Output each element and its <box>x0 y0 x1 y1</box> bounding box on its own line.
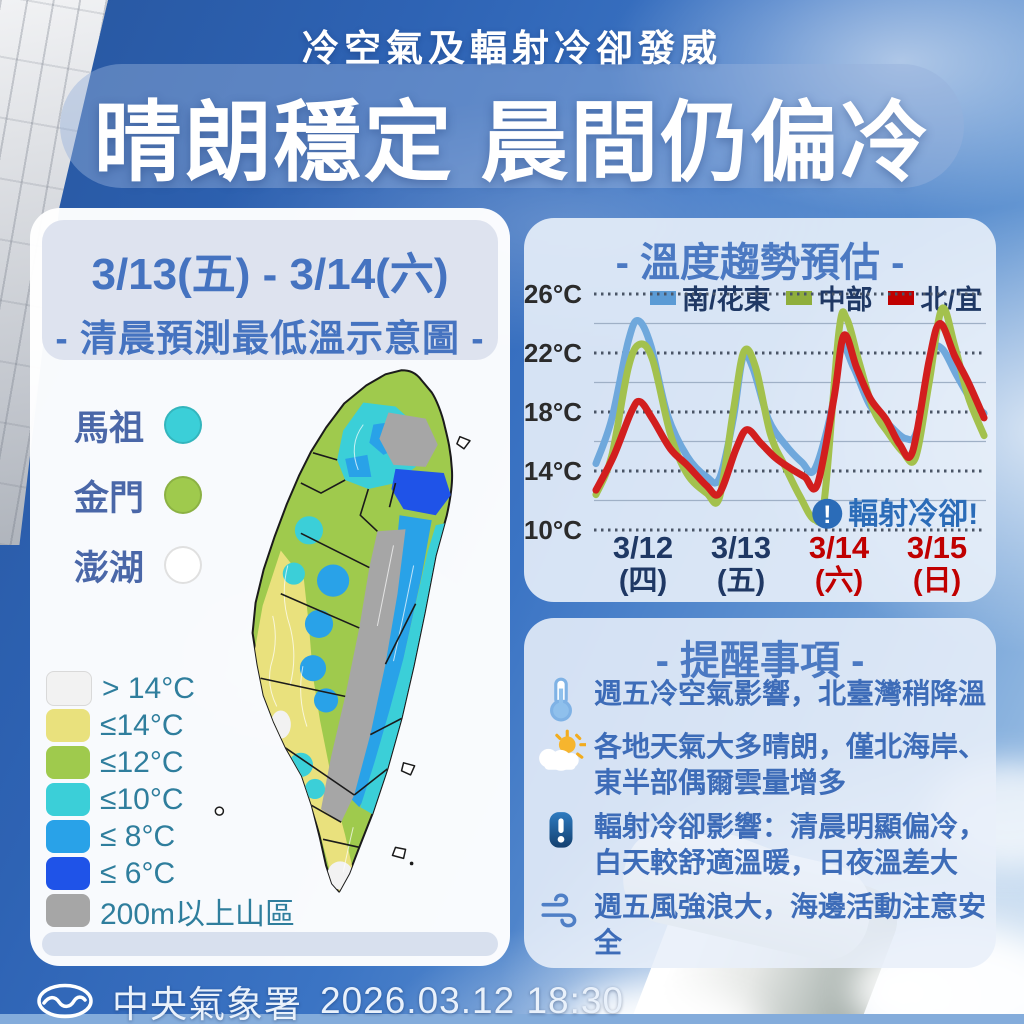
reminders-title: - 提醒事項 - <box>655 639 865 683</box>
legend-label: ≤ 6°C <box>100 856 176 890</box>
header-kicker: 冷空氣及輻射冷卻發威 <box>302 28 722 69</box>
offshore-islands-legend: 馬祖 金門 澎湖 <box>74 390 202 600</box>
legend-row: > 14°C <box>46 670 295 707</box>
map-panel-header: 3/13(五) - 3/14(六) - 清晨預測最低溫示意圖 - <box>42 220 498 360</box>
legend-row: 200m以上山區 <box>46 892 295 931</box>
list-item: 各地天氣大多晴朗，僅北海岸、東半部偶爾雲量增多 <box>536 729 986 802</box>
legend-row: ≤ 8°C <box>46 818 295 855</box>
island-row-matsu: 馬祖 <box>74 390 202 460</box>
svg-text:(日): (日) <box>913 565 961 597</box>
legend-label: ≤ 8°C <box>100 819 176 853</box>
svg-text:14°C: 14°C <box>524 456 582 486</box>
chart-legend-item: 南/花東 <box>649 278 771 317</box>
reminder-text: 各地天氣大多晴朗，僅北海岸、東半部偶爾雲量增多 <box>594 731 987 799</box>
island-label: 金門 <box>74 478 145 518</box>
svg-text:3/14: 3/14 <box>809 530 870 565</box>
chart-legend-item: 北/宜 <box>888 278 982 317</box>
legend-label: ≤10°C <box>100 782 184 816</box>
map-date-range: 3/13(五) - 3/14(六) <box>91 250 449 299</box>
legend-label: ≤12°C <box>100 745 184 779</box>
list-item: 週五冷空氣影響，北臺灣稍降溫 <box>536 676 986 722</box>
taiwan-temperature-map <box>214 369 471 893</box>
legend-swatch <box>46 857 90 890</box>
legend-swatch <box>46 783 90 816</box>
legend-row: ≤12°C <box>46 744 295 781</box>
temp-trend-panel: - 溫度趨勢預估 - 南/花東 中部 北/宜 26°C 22°C 18°C 14°C 10°… <box>524 218 996 602</box>
wind-icon <box>536 889 586 962</box>
series-swatch <box>649 290 676 305</box>
alert-badge-icon <box>536 809 586 882</box>
issue-datetime: 2026.03.12 18:30 <box>320 980 625 1021</box>
island-label: 澎湖 <box>74 548 145 588</box>
reminder-text: 輻射冷卻影響：清晨明顯偏冷，白天較舒適溫暖，日夜溫差大 <box>594 810 987 879</box>
reminder-text: 週五風強浪大，海邊活動注意安全 <box>594 890 987 958</box>
island-row-penghu: 澎湖 <box>74 530 202 600</box>
svg-text:(六): (六) <box>815 564 863 597</box>
svg-text:22°C: 22°C <box>524 338 582 368</box>
svg-text:輻射冷卻!: 輻射冷卻! <box>848 498 978 531</box>
page-title: 晴朗穩定 晨間仍偏冷 <box>93 93 931 192</box>
legend-swatch <box>46 671 92 706</box>
svg-text:!: ! <box>823 501 831 529</box>
series-name: 南/花東 <box>681 285 771 315</box>
legend-row: ≤10°C <box>46 781 295 818</box>
svg-text:(五): (五) <box>717 565 765 597</box>
legend-swatch <box>46 746 90 779</box>
series-name: 北/宜 <box>920 285 982 315</box>
svg-text:10°C: 10°C <box>524 515 582 545</box>
svg-text:3/13: 3/13 <box>711 530 771 565</box>
legend-swatch <box>46 820 90 853</box>
trend-chart-svg: 26°C 22°C 18°C 14°C 10°C 3/12(四) 3/13(五) 3/14(六… <box>524 280 988 597</box>
reminders-panel: - 提醒事項 - 週五冷空氣影響，北臺灣稍降溫 <box>524 618 996 968</box>
list-item: 輻射冷卻影響：清晨明顯偏冷，白天較舒適溫暖，日夜溫差大 <box>536 809 986 882</box>
footer: 中央氣象署 2026.03.12 18:30 <box>36 974 624 1024</box>
chart-legend: 南/花東 中部 北/宜 <box>649 278 982 317</box>
island-color-dot <box>164 476 202 514</box>
svg-text:(四): (四) <box>619 565 667 597</box>
legend-label: > 14°C <box>102 671 195 705</box>
bottom-edge-strip <box>0 1014 1024 1024</box>
map-subtitle: - 清晨預測最低溫示意圖 - <box>55 318 485 359</box>
legend-label: ≤14°C <box>100 708 184 742</box>
island-row-kinmen: 金門 <box>74 460 202 530</box>
svg-text:3/15: 3/15 <box>907 530 967 565</box>
agency-name: 中央氣象署 <box>112 984 302 1024</box>
min-temp-map-panel: 3/13(五) - 3/14(六) - 清晨預測最低溫示意圖 - 馬祖 金門 澎… <box>30 208 510 966</box>
reminders-list: 週五冷空氣影響，北臺灣稍降溫 <box>536 676 986 961</box>
title-band <box>60 64 964 188</box>
map-panel-footer-strip <box>42 932 498 956</box>
legend-row: ≤ 6°C <box>46 855 295 892</box>
legend-row: ≤14°C <box>46 707 295 744</box>
list-item: 週五風強浪大，海邊活動注意安全 <box>536 889 986 962</box>
svg-text:18°C: 18°C <box>524 397 582 427</box>
svg-text:26°C: 26°C <box>524 280 582 309</box>
temperature-legend: > 14°C ≤14°C ≤12°C ≤10°C ≤ 8°C ≤ 6°C <box>46 670 295 931</box>
island-label: 馬祖 <box>74 408 145 448</box>
sun-cloud-icon <box>536 729 586 802</box>
reminder-text: 週五冷空氣影響，北臺灣稍降溫 <box>594 678 987 709</box>
series-swatch <box>888 290 915 305</box>
chart-title: - 溫度趨勢預估 - <box>615 241 905 285</box>
island-color-dot <box>164 406 202 444</box>
legend-label: 200m以上山區 <box>100 897 296 931</box>
svg-text:3/12: 3/12 <box>613 530 673 565</box>
thermometer-icon <box>536 676 586 722</box>
cwa-logo-icon <box>37 983 93 1019</box>
legend-swatch <box>46 709 90 742</box>
island-color-dot <box>164 546 202 584</box>
legend-swatch <box>46 894 90 927</box>
